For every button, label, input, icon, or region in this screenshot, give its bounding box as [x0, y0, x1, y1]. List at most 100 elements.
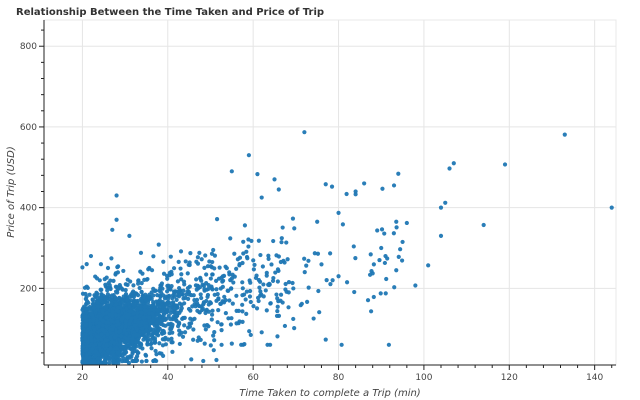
data-point: [150, 290, 154, 294]
data-point: [96, 357, 100, 361]
data-point: [155, 312, 159, 316]
data-point: [257, 239, 261, 243]
data-point: [140, 281, 144, 285]
data-point: [216, 297, 220, 301]
data-point: [291, 286, 295, 290]
data-point: [143, 304, 147, 308]
data-point: [140, 346, 144, 350]
data-point: [111, 350, 115, 354]
data-point: [109, 256, 113, 260]
data-point: [397, 255, 401, 259]
data-point: [160, 281, 164, 285]
data-point: [231, 302, 235, 306]
data-point: [211, 248, 215, 252]
data-point: [247, 153, 251, 157]
data-point: [328, 251, 332, 255]
data-point: [203, 342, 207, 346]
data-point: [170, 350, 174, 354]
data-point: [122, 346, 126, 350]
data-point: [375, 228, 379, 232]
data-point: [151, 254, 155, 258]
data-point: [228, 236, 232, 240]
data-point: [81, 306, 85, 310]
data-point: [110, 228, 114, 232]
data-point: [230, 276, 234, 280]
data-point: [86, 301, 90, 305]
data-point: [110, 319, 114, 323]
x-tick-label: 100: [415, 373, 432, 383]
data-point: [267, 283, 271, 287]
data-point: [261, 282, 265, 286]
data-point: [240, 280, 244, 284]
data-point: [150, 304, 154, 308]
data-point: [173, 304, 177, 308]
data-point: [178, 342, 182, 346]
data-point: [219, 328, 223, 332]
data-point: [116, 305, 120, 309]
data-point: [93, 327, 97, 331]
data-point: [212, 266, 216, 270]
data-point: [282, 260, 286, 264]
data-point: [88, 322, 92, 326]
data-point: [328, 282, 332, 286]
data-point: [110, 327, 114, 331]
data-point: [99, 348, 103, 352]
data-point: [255, 172, 259, 176]
data-point: [303, 270, 307, 274]
data-point: [265, 274, 269, 278]
data-point: [229, 322, 233, 326]
data-point: [142, 278, 146, 282]
data-point: [384, 277, 388, 281]
data-point: [153, 338, 157, 342]
data-point: [216, 308, 220, 312]
data-point: [292, 226, 296, 230]
data-points: [80, 130, 614, 365]
data-point: [226, 289, 230, 293]
data-point: [91, 319, 95, 323]
data-point: [123, 302, 127, 306]
data-point: [114, 285, 118, 289]
data-point: [114, 218, 118, 222]
data-point: [85, 285, 89, 289]
data-point: [177, 321, 181, 325]
data-point: [106, 266, 110, 270]
data-point: [207, 302, 211, 306]
data-point: [177, 329, 181, 333]
data-point: [161, 354, 165, 358]
data-point: [426, 263, 430, 267]
data-point: [89, 330, 93, 334]
data-point: [243, 223, 247, 227]
data-point: [260, 195, 264, 199]
data-point: [304, 264, 308, 268]
data-point: [276, 269, 280, 273]
data-point: [275, 334, 279, 338]
data-point: [209, 343, 213, 347]
data-point: [260, 330, 264, 334]
data-point: [179, 249, 183, 253]
data-point: [105, 288, 109, 292]
data-point: [127, 234, 131, 238]
data-point: [176, 279, 180, 283]
data-point: [121, 269, 125, 273]
data-point: [153, 327, 157, 331]
data-point: [81, 345, 85, 349]
data-point: [443, 201, 447, 205]
data-point: [331, 278, 335, 282]
data-point: [201, 306, 205, 310]
data-point: [284, 282, 288, 286]
data-point: [125, 355, 129, 359]
data-point: [244, 297, 248, 301]
data-point: [292, 326, 296, 330]
data-point: [98, 342, 102, 346]
data-point: [237, 309, 241, 313]
data-point: [198, 285, 202, 289]
data-point: [251, 304, 255, 308]
data-point: [146, 267, 150, 271]
data-point: [147, 315, 151, 319]
data-point: [379, 246, 383, 250]
data-point: [387, 343, 391, 347]
data-point: [115, 351, 119, 355]
data-point: [336, 211, 340, 215]
data-point: [134, 359, 138, 363]
data-point: [170, 301, 174, 305]
